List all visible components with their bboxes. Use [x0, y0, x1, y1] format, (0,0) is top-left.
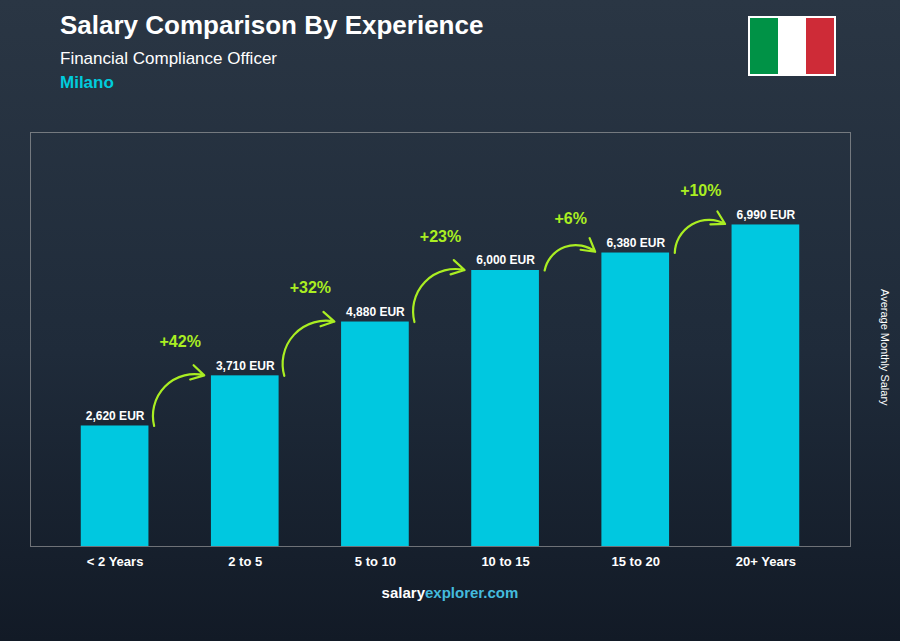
svg-text:6,380 EUR: 6,380 EUR [606, 236, 665, 250]
svg-text:10 to 15: 10 to 15 [481, 554, 529, 569]
svg-text:+32%: +32% [290, 279, 331, 296]
html-text:Milano: Milano [60, 73, 114, 92]
html-text:salary explorer.com: salary explorer.com [381, 584, 519, 601]
svg-text:6,000 EUR: 6,000 EUR [476, 253, 535, 267]
svg-text:20+ Years: 20+ Years [736, 554, 796, 569]
svg-text:4,880 EUR: 4,880 EUR [346, 305, 405, 319]
html-text:Salary Comparison By Experienc: Salary Comparison By Experience [60, 10, 484, 40]
html-text:Financial Compliance Officer: Financial Compliance Officer [60, 49, 277, 68]
html-text:Average Monthly Salary: Average Monthly Salary [879, 288, 891, 406]
svg-text:+6%: +6% [554, 210, 586, 227]
svg-text:+10%: +10% [680, 182, 721, 199]
svg-text:2 to 5: 2 to 5 [228, 554, 262, 569]
svg-text:15 to 20: 15 to 20 [612, 554, 660, 569]
svg-text:6,990 EUR: 6,990 EUR [737, 208, 796, 222]
svg-text:5 to 10: 5 to 10 [355, 554, 396, 569]
svg-text:+42%: +42% [159, 333, 200, 350]
svg-text:2,620 EUR: 2,620 EUR [86, 409, 145, 423]
svg-text:+23%: +23% [420, 228, 461, 245]
svg-text:< 2 Years: < 2 Years [87, 554, 144, 569]
svg-text:3,710 EUR: 3,710 EUR [216, 359, 275, 373]
